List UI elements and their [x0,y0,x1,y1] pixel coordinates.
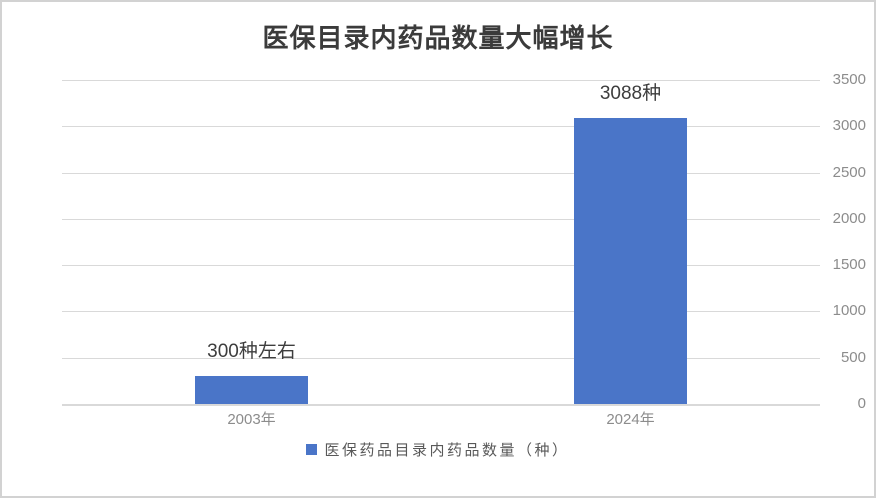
gridline [62,311,820,313]
y-tick-label: 1000 [832,302,866,320]
data-label: 300种左右 [207,341,296,363]
gridline [62,80,820,81]
y-tick-label: 1500 [832,256,866,274]
x-tick-label: 2024年 [606,411,655,428]
x-tick-label: 2003年 [227,411,276,428]
gridline [62,172,820,174]
bar-2024年 [574,118,687,404]
legend-swatch-icon [306,444,318,455]
y-tick-label: 2000 [832,209,866,227]
y-tick-label: 2500 [832,163,866,181]
y-tick-label: 3000 [832,117,866,135]
bar-2003年 [195,376,308,404]
y-tick-label: 0 [857,395,866,412]
gridline [62,218,820,220]
y-tick-label: 500 [840,348,866,366]
y-tick-label: 3500 [832,71,866,88]
x-axis-line [62,404,820,406]
data-label: 3088种 [599,83,662,105]
legend: 医保药品目录内药品数量（种） [2,439,874,460]
gridline [62,357,820,359]
plot-area: 300种左右 3088种 [62,80,820,406]
legend-label: 医保药品目录内药品数量（种） [324,443,570,459]
gridline [62,265,820,267]
gridline [62,126,820,128]
chart-title: 医保目录内药品数量大幅增长 [262,23,614,53]
